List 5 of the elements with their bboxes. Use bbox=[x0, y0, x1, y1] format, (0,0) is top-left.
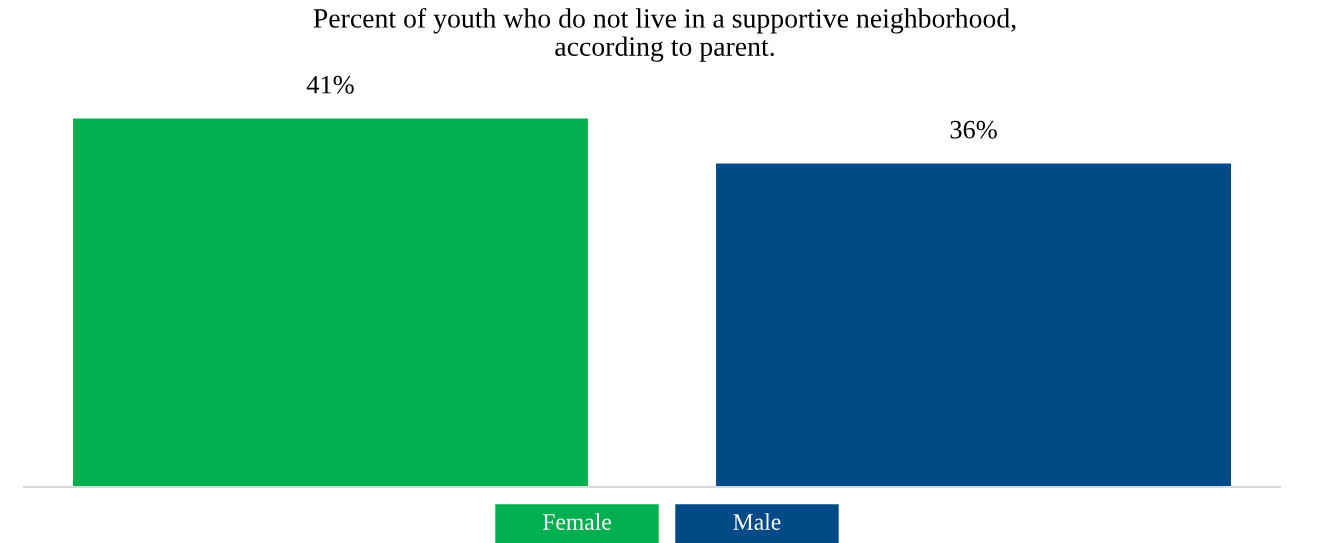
series-label: Female bbox=[542, 513, 611, 530]
data-label: 36% bbox=[950, 120, 997, 139]
chart-title: Percent of youth who do not live in a supportive neighborhood, according to parent. bbox=[313, 8, 1016, 62]
data-label: 41% bbox=[306, 75, 354, 94]
series-label: Male bbox=[733, 513, 781, 530]
